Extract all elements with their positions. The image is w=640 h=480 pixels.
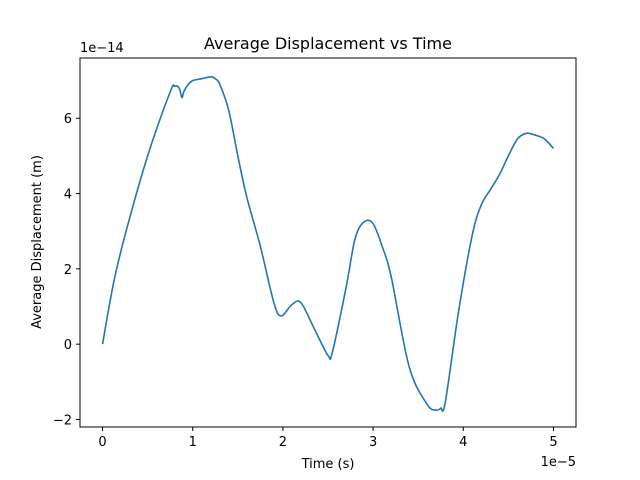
x-tick-label: 4 (459, 435, 467, 450)
y-axis-offset-label: 1e−14 (80, 41, 124, 56)
axis-ticks: 0 1 2 3 4 5 −2 0 2 4 6 (53, 112, 558, 450)
y-tick-label: −2 (53, 413, 72, 428)
series-line (101, 76, 555, 412)
x-tick-label: 5 (549, 435, 557, 450)
y-tick-label: 0 (64, 338, 72, 353)
x-axis-label: Time (s) (301, 457, 355, 472)
x-tick-label: 0 (98, 435, 106, 450)
y-axis-label: Average Displacement (m) (30, 155, 45, 329)
x-tick-label: 3 (369, 435, 377, 450)
plot-area-frame (79, 57, 577, 428)
chart-title: Average Displacement vs Time (204, 34, 452, 53)
x-axis-offset-label: 1e−5 (541, 455, 576, 470)
series-lines (101, 76, 555, 412)
y-tick-label: 2 (64, 263, 72, 278)
x-tick-label: 1 (189, 435, 197, 450)
x-tick-label: 2 (279, 435, 287, 450)
y-tick-label: 6 (64, 112, 72, 127)
y-tick-label: 4 (64, 188, 72, 203)
